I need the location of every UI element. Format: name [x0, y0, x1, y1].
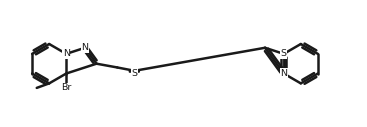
Text: S: S	[281, 49, 287, 58]
Text: S: S	[131, 69, 137, 78]
Text: N: N	[81, 43, 88, 52]
Text: N: N	[280, 69, 287, 78]
Text: N: N	[63, 49, 70, 58]
Text: Br: Br	[61, 83, 72, 92]
